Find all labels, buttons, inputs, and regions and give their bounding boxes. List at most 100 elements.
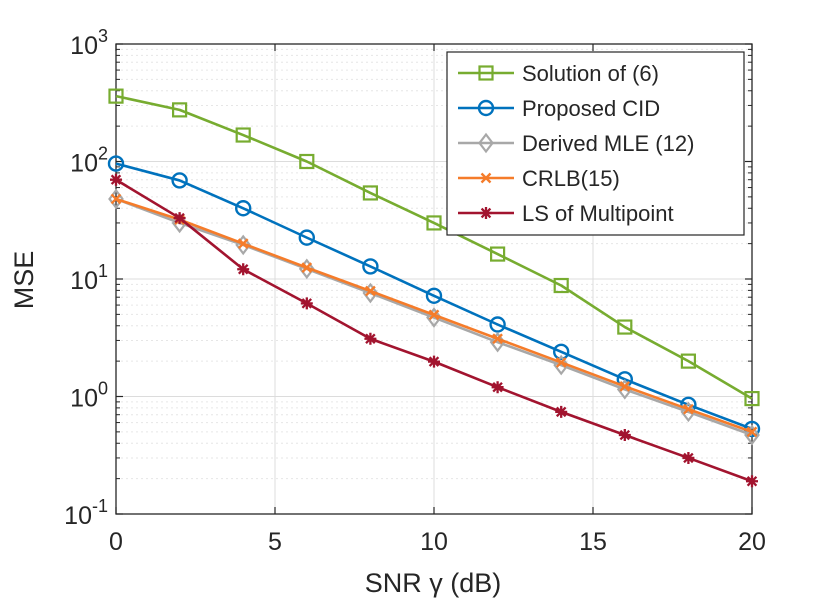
legend-item: LS of Multipoint bbox=[458, 201, 674, 226]
marker-circle bbox=[234, 200, 252, 217]
legend-marker bbox=[478, 132, 494, 154]
x-tick-label: 10 bbox=[420, 528, 448, 556]
marker-square bbox=[299, 153, 315, 170]
marker-x bbox=[365, 285, 376, 297]
y-tick-label: 102 bbox=[70, 144, 108, 178]
data-point-series-0 bbox=[617, 319, 633, 335]
marker-square bbox=[680, 353, 697, 369]
marker-circle bbox=[362, 258, 379, 275]
data-point-series-3 bbox=[110, 193, 122, 205]
legend: Solution of (6) Proposed CID Derived MLE (… bbox=[446, 51, 745, 236]
x-tick-label: 20 bbox=[738, 528, 766, 556]
data-point-series-4 bbox=[110, 173, 122, 186]
marker-circle bbox=[425, 287, 443, 304]
marker-square bbox=[478, 65, 494, 81]
data-point-series-4 bbox=[173, 212, 186, 225]
data-point-series-0 bbox=[680, 353, 697, 369]
marker-x bbox=[619, 381, 631, 392]
data-point-series-2 bbox=[680, 401, 697, 423]
legend-marker bbox=[480, 172, 492, 184]
data-point-series-1 bbox=[107, 155, 125, 172]
marker-star bbox=[428, 355, 440, 368]
data-point-series-3 bbox=[237, 238, 249, 249]
legend-item: CRLB(15) bbox=[458, 166, 620, 191]
marker-circle bbox=[107, 155, 125, 172]
data-point-series-1 bbox=[171, 172, 188, 189]
marker-star bbox=[682, 451, 695, 464]
marker-x bbox=[428, 309, 440, 321]
marker-star bbox=[173, 212, 186, 225]
legend-label: Solution of (6) bbox=[522, 61, 659, 86]
data-point-series-1 bbox=[553, 343, 570, 361]
marker-square bbox=[108, 88, 124, 104]
marker-square bbox=[362, 185, 378, 201]
legend-marker bbox=[480, 207, 492, 219]
data-point-series-2 bbox=[426, 307, 442, 328]
data-point-series-0 bbox=[744, 390, 760, 407]
legend-label: Proposed CID bbox=[522, 96, 660, 121]
marker-circle bbox=[489, 316, 506, 333]
marker-star bbox=[480, 207, 492, 219]
y-tick-label: 100 bbox=[70, 379, 108, 413]
y-tick-label: 103 bbox=[70, 26, 108, 60]
data-point-series-1 bbox=[298, 229, 315, 246]
data-point-series-3 bbox=[746, 426, 758, 438]
marker-square bbox=[553, 277, 569, 294]
y-tick-label: 10-1 bbox=[64, 496, 108, 530]
data-point-series-4 bbox=[491, 381, 504, 394]
data-point-series-4 bbox=[555, 405, 568, 418]
data-point-series-0 bbox=[490, 246, 506, 262]
data-point-series-0 bbox=[235, 127, 251, 143]
marker-x bbox=[555, 357, 567, 368]
data-point-series-4 bbox=[237, 263, 250, 276]
data-point-series-3 bbox=[428, 309, 440, 321]
marker-star bbox=[618, 429, 631, 442]
x-tick-label: 5 bbox=[268, 528, 282, 556]
legend-marker bbox=[478, 65, 494, 81]
data-point-series-3 bbox=[683, 403, 694, 415]
legend-item: Solution of (6) bbox=[458, 61, 659, 86]
legend-label: CRLB(15) bbox=[522, 166, 620, 191]
marker-x bbox=[683, 403, 694, 415]
data-point-series-3 bbox=[301, 262, 313, 273]
marker-circle bbox=[171, 172, 188, 189]
legend-label: Derived MLE (12) bbox=[522, 131, 694, 156]
data-point-series-3 bbox=[365, 285, 376, 297]
marker-diamond bbox=[744, 424, 760, 446]
marker-square bbox=[744, 390, 760, 407]
marker-x bbox=[110, 193, 122, 205]
data-point-series-1 bbox=[234, 200, 252, 217]
marker-star bbox=[364, 332, 377, 345]
series-line-1 bbox=[115, 162, 753, 431]
marker-star bbox=[491, 381, 504, 394]
marker-square bbox=[490, 246, 506, 262]
data-point-series-4 bbox=[428, 355, 440, 368]
marker-star bbox=[300, 297, 313, 310]
x-tick-label: 0 bbox=[109, 528, 123, 556]
legend-item: Derived MLE (12) bbox=[458, 131, 694, 156]
legend-label: LS of Multipoint bbox=[522, 201, 674, 226]
data-point-series-0 bbox=[172, 102, 188, 118]
x-tick-label: 15 bbox=[579, 528, 607, 556]
data-point-series-3 bbox=[492, 333, 503, 345]
marker-x bbox=[480, 172, 492, 184]
data-point-series-1 bbox=[362, 258, 379, 275]
legend-marker bbox=[477, 99, 495, 117]
data-point-series-0 bbox=[108, 88, 124, 104]
marker-diamond bbox=[426, 307, 442, 328]
data-point-series-0 bbox=[426, 215, 442, 231]
marker-x bbox=[492, 333, 503, 345]
marker-diamond bbox=[553, 354, 570, 376]
marker-star bbox=[555, 405, 568, 418]
legend-item: Proposed CID bbox=[458, 96, 660, 121]
marker-circle bbox=[298, 229, 315, 246]
data-point-series-0 bbox=[362, 185, 378, 201]
marker-circle bbox=[553, 343, 570, 361]
data-point-series-4 bbox=[364, 332, 377, 345]
marker-square bbox=[235, 127, 251, 143]
x-axis-label: SNR γ (dB) bbox=[365, 568, 502, 598]
marker-star bbox=[746, 475, 758, 488]
data-point-series-2 bbox=[744, 424, 760, 446]
marker-diamond bbox=[478, 132, 494, 154]
series-line-0 bbox=[115, 94, 753, 400]
